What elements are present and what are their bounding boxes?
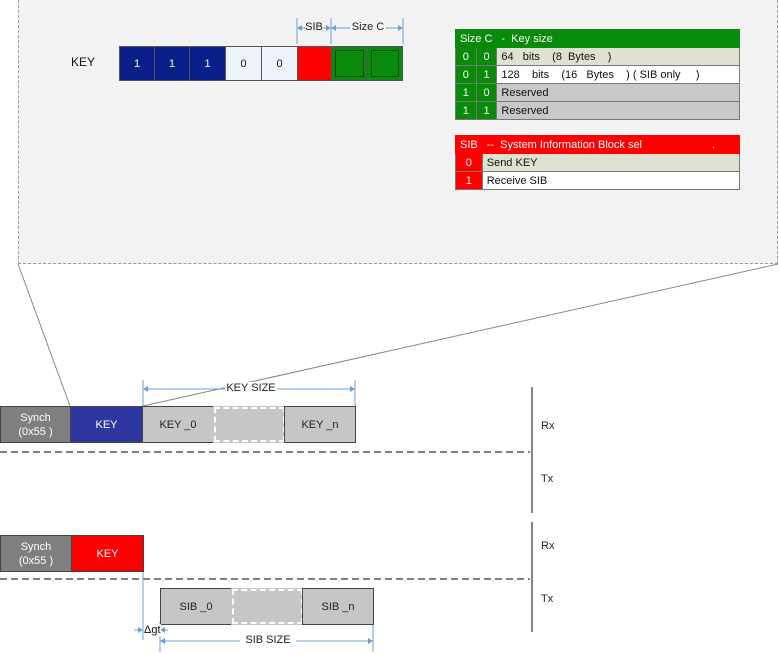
sib-arrowhead-l [297,25,302,31]
rx-label-1: Rx [541,420,555,432]
sibn-block: SIB _n [302,588,374,625]
bit-cell: 1 [475,65,498,84]
sib-gap-block [231,588,304,625]
table-row: 1 1 Reserved [455,101,740,120]
sizec-arrowhead-l [331,25,336,31]
sizec-header-label: Size C [454,29,498,48]
key-block: KEY [70,406,143,443]
row-text: Send KEY [481,153,741,172]
bit-cell: 0 [475,83,498,102]
synch-label: Synch [20,411,51,424]
bit-cell: 0 [475,47,498,66]
zoom-line-left [17,263,71,407]
row-text: Reserved [496,101,740,120]
row-text: Reserved [496,83,740,102]
sib-arrowhead-r [326,25,331,31]
synch-block-2: Synch (0x55 ) [0,535,72,572]
table-row: 0 1 128 bits (16 Bytes ) ( SIB only ) [455,65,740,84]
sib-dimension-label: SIB [305,21,323,33]
dgt-arrowhead-r [160,627,165,633]
tx-label-2: Tx [541,593,554,605]
key0-block: KEY _0 [142,406,214,443]
register-bit-sizec-1 [331,46,368,81]
row-text: 64 bits (8 Bytes ) [496,47,740,66]
tx-label-1: Tx [541,473,554,485]
delta-gt-label: Δgt [144,624,161,636]
sib-header-title: -- System Information Block sel. [481,135,741,154]
sib-size-label: SIB SIZE [242,634,294,646]
keyn-block: KEY _n [284,406,356,443]
bit-cell: 0 [455,65,477,84]
keysize-arrowhead-r [350,386,355,392]
bit-cell: 1 [455,171,483,190]
sizec-dimension-label: Size C [351,21,385,33]
register-label: KEY [71,55,96,69]
bit-cell: 0 [455,153,483,172]
table-row: 1 Receive SIB [455,171,741,190]
register-bit-4: 0 [225,46,262,81]
sib-table-header: SIB -- System Information Block sel. [455,135,741,154]
table-row: 0 0 64 bits (8 Bytes ) [455,47,740,66]
synch-block-1: Synch (0x55 ) [0,406,71,443]
sib-table: SIB -- System Information Block sel. 0 S… [455,135,741,190]
dgt-arrowhead-l [138,627,143,633]
synch-value: (0x55 ) [18,425,53,438]
table-row: 0 Send KEY [455,153,741,172]
sizec-table-header: Size C - Key size [454,29,740,48]
sizec-header-title: - Key size [496,29,740,48]
sizec-arrowhead-r [398,25,403,31]
key-size-label: KEY SIZE [225,382,277,394]
bit-cell: 1 [455,83,477,102]
synch-label: Synch [20,540,52,553]
sib-header-label: SIB [455,135,483,154]
register-bit-7: 1 [119,46,155,81]
row-text: Receive SIB [481,171,741,190]
register-bit-5: 1 [189,46,226,81]
key-gap-block [213,406,286,443]
sibsize-arrowhead-l [160,638,165,644]
register-bit-3: 0 [261,46,298,81]
row-text: 128 bits (16 Bytes ) ( SIB only ) [496,65,740,84]
bit-cell: 0 [455,47,477,66]
register-bit-sizec-0 [367,46,403,81]
keysize-arrowhead-l [143,386,148,392]
sibsize-arrowhead-r [368,638,373,644]
register-bit-sib [297,46,332,81]
table-row: 1 0 Reserved [455,83,740,102]
synch-value: (0x55 ) [18,554,54,567]
sizec-table: Size C - Key size 0 0 64 bits (8 Bytes )… [454,29,740,120]
key-block-red: KEY [71,535,144,572]
bit-cell: 1 [455,101,477,120]
bit-cell: 1 [475,101,498,120]
sib0-block: SIB _0 [160,588,232,625]
register-bit-6: 1 [154,46,190,81]
rx-label-2: Rx [541,540,555,552]
